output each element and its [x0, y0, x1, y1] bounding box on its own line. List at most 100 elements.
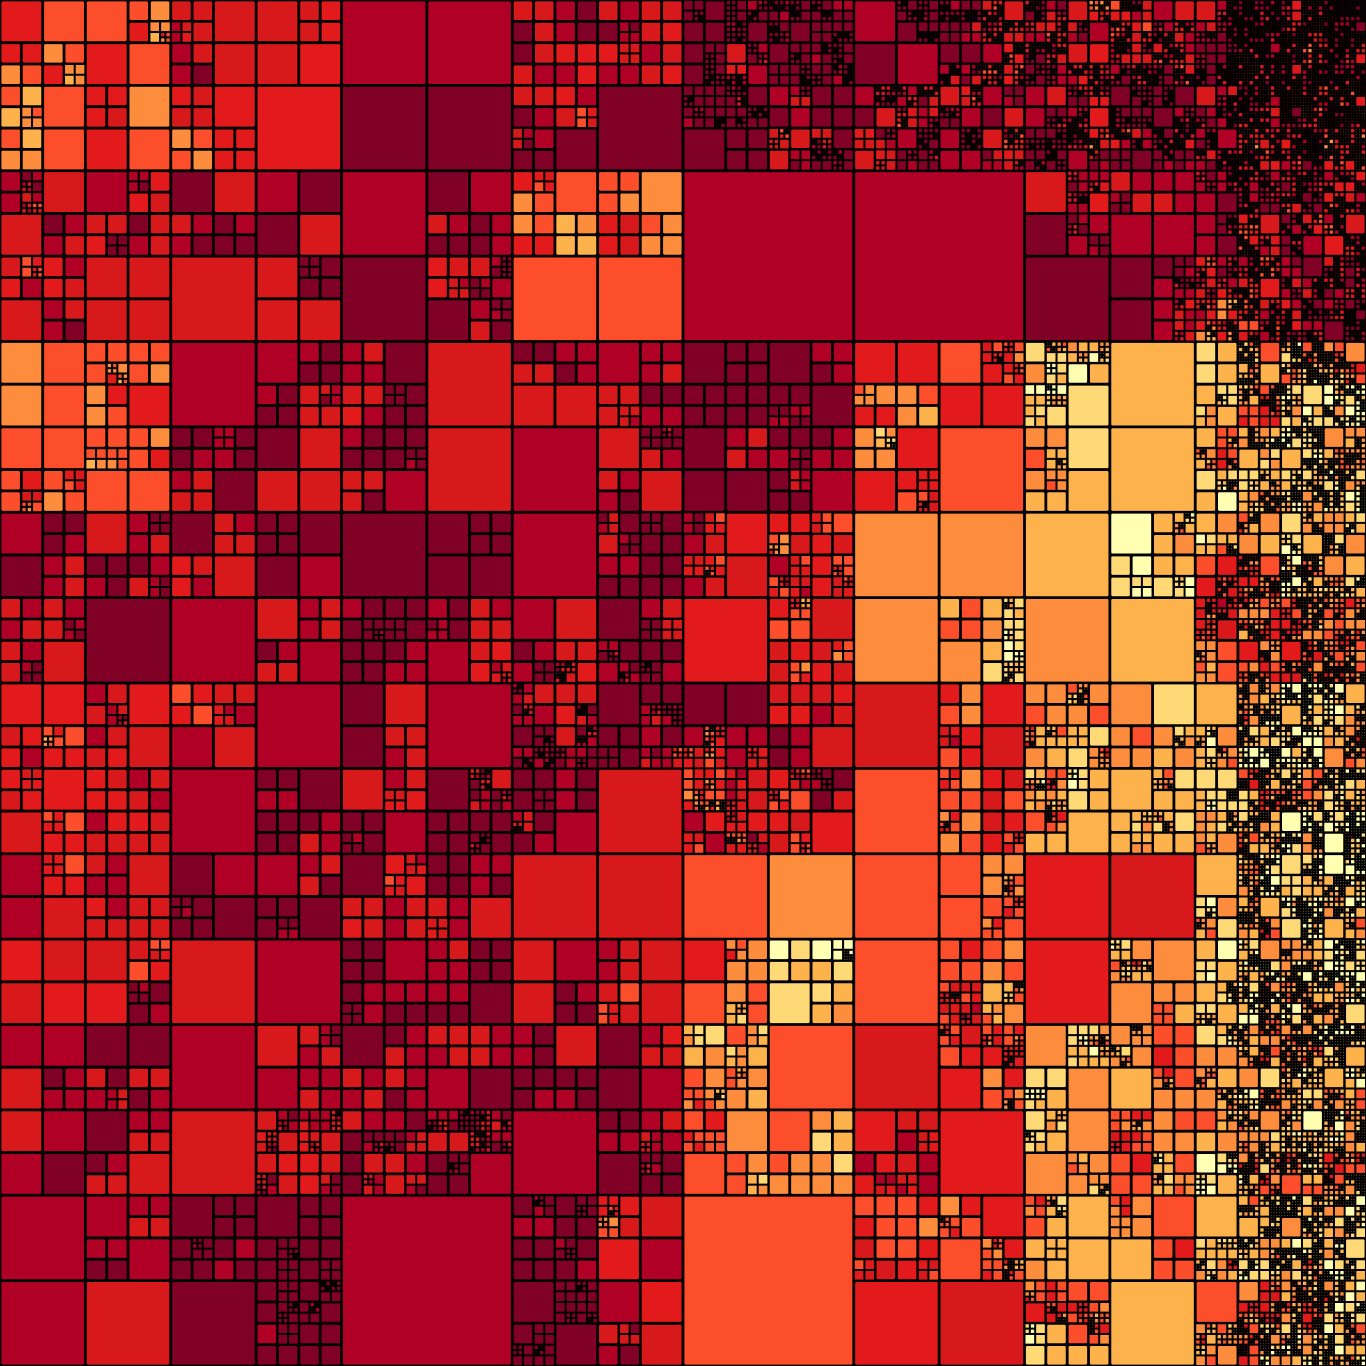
mosaic-cell [1288, 21, 1292, 24]
mosaic-cell [731, 5, 737, 11]
mosaic-cell [1195, 154, 1201, 160]
mosaic-cell [1339, 120, 1342, 123]
mosaic-cell [1326, 13, 1329, 16]
mosaic-cell [170, 255, 257, 342]
mosaic-cell [1238, 48, 1244, 54]
mosaic-cell [1219, 64, 1222, 67]
mosaic-cell [1094, 186, 1097, 190]
mosaic-cell [893, 98, 897, 102]
mosaic-cell [1014, 138, 1019, 144]
mosaic-cell [1235, 10, 1238, 14]
mosaic-cell [1214, 32, 1217, 35]
mosaic-cell [893, 96, 897, 99]
mosaic-cell [42, 234, 65, 257]
mosaic-cell [1147, 32, 1153, 38]
mosaic-cell [933, 154, 939, 160]
mosaic-cell [1174, 56, 1177, 59]
mosaic-cell [1248, 106, 1254, 112]
mosaic-cell [749, 16, 753, 19]
mosaic-cell [1123, 45, 1126, 48]
mosaic-cell [1291, 120, 1294, 123]
mosaic-cell [1294, 48, 1297, 51]
mosaic-cell [1054, 40, 1057, 43]
mosaic-cell [1179, 301, 1182, 304]
mosaic-cell [1280, 122, 1286, 128]
mosaic-cell [971, 101, 977, 107]
mosaic-cell [1278, 2, 1281, 6]
mosaic-cell [1323, 122, 1326, 126]
mosaic-cell [1176, 117, 1180, 120]
mosaic-cell [1067, 106, 1078, 118]
mosaic-cell [928, 117, 934, 123]
mosaic-cell [1040, 160, 1046, 166]
mosaic-cell [805, 74, 811, 80]
mosaic-cell [960, 144, 966, 150]
mosaic-cell [768, 149, 790, 171]
mosaic-cell [1227, 176, 1230, 179]
mosaic-cell [1328, 144, 1332, 147]
mosaic-cell [1323, 34, 1326, 38]
mosaic-cell [1110, 117, 1113, 120]
mosaic-cell [939, 16, 942, 19]
mosaic-cell [1046, 21, 1057, 32]
mosaic-cell [1310, 10, 1313, 14]
mosaic-cell [1355, 10, 1358, 14]
mosaic-cell [1240, 74, 1244, 78]
mosaic-cell [1264, 149, 1270, 155]
mosaic-cell [1352, 24, 1356, 27]
mosaic-cell [1270, 128, 1276, 134]
mosaic-cell [909, 101, 913, 104]
mosaic-cell [1339, 96, 1345, 102]
mosaic-cell [1035, 21, 1046, 32]
mosaic-cell [1355, 16, 1361, 22]
mosaic-cell [1302, 149, 1308, 155]
mosaic-cell [725, 106, 737, 118]
mosaic-cell [797, 13, 801, 16]
mosaic-cell [1136, 85, 1142, 91]
mosaic-cell [1291, 128, 1294, 131]
mosaic-cell [1056, 64, 1067, 75]
mosaic-cell [1347, 77, 1350, 80]
mosaic-cell [907, 96, 913, 102]
mosaic-cell [1328, 109, 1332, 112]
mosaic-cell [1323, 106, 1329, 112]
mosaic-cell [1216, 26, 1222, 32]
mosaic-cell [1350, 152, 1353, 155]
mosaic-cell [1310, 117, 1313, 120]
mosaic-cell [832, 53, 838, 59]
mosaic-cell [941, 77, 945, 80]
mosaic-cell [1046, 64, 1051, 70]
mosaic-cell [1070, 66, 1073, 70]
mosaic-cell [1051, 34, 1054, 38]
mosaic-cell [771, 0, 774, 3]
mosaic-cell [1246, 176, 1249, 179]
mosaic-cell [1238, 104, 1241, 107]
mosaic-cell [1326, 157, 1329, 160]
mosaic-cell [944, 77, 947, 80]
mosaic-cell [1230, 106, 1233, 110]
mosaic-cell [1262, 130, 1265, 134]
mosaic-cell [1342, 37, 1345, 40]
mosaic-cell [1163, 149, 1166, 152]
mosaic-cell [891, 85, 894, 88]
mosaic-cell [736, 96, 742, 102]
mosaic-cell [1067, 181, 1078, 192]
mosaic-cell [1352, 10, 1356, 14]
mosaic-cell [1219, 80, 1222, 83]
mosaic-cell [1136, 144, 1140, 147]
mosaic-cell [32, 272, 38, 278]
mosaic-cell [885, 96, 889, 99]
mosaic-cell [1310, 69, 1313, 72]
mosaic-cell [1176, 48, 1180, 51]
mosaic-cell [1195, 72, 1198, 75]
mosaic-cell [843, 69, 849, 75]
mosaic-cell [808, 82, 811, 86]
mosaic-cell [1094, 77, 1097, 80]
mosaic-cell [837, 64, 843, 70]
mosaic-cell [1066, 234, 1089, 257]
mosaic-cell [1035, 160, 1038, 163]
mosaic-cell [1179, 141, 1182, 144]
mosaic-cell [1003, 42, 1014, 54]
mosaic-cell [1246, 66, 1249, 70]
mosaic-cell [1286, 5, 1292, 11]
